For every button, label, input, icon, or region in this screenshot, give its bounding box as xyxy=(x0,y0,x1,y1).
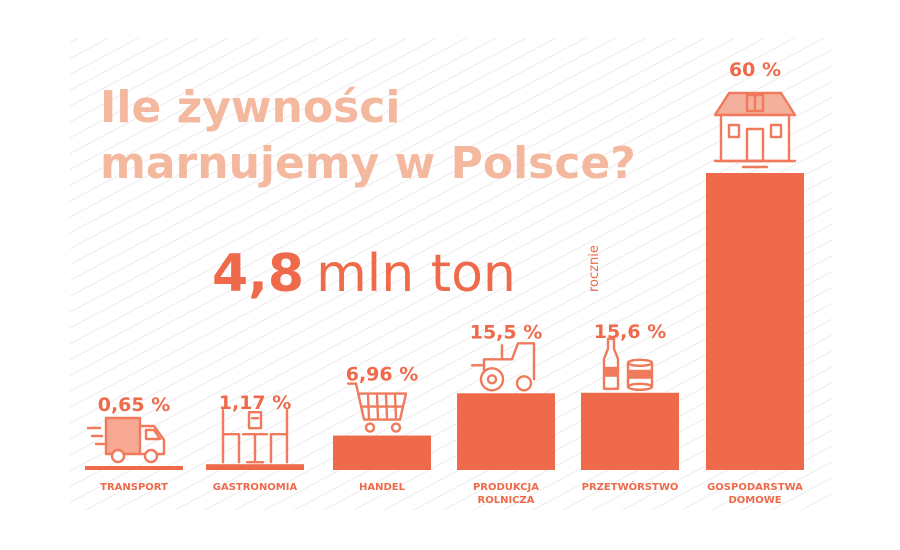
bar-gospodarstwa-domowe xyxy=(706,173,804,470)
headline-total: 4,8 mln ton xyxy=(212,244,516,304)
bar-produkcja-rolnicza xyxy=(457,393,555,470)
value-label-transport: 0,65 % xyxy=(98,394,171,416)
headline-note: rocznie xyxy=(587,245,602,292)
shopping-cart-icon xyxy=(346,382,408,433)
striped-background xyxy=(70,38,832,510)
headline-unit: mln ton xyxy=(316,244,516,304)
category-icons xyxy=(86,91,797,464)
category-label-handel: HANDEL xyxy=(359,482,406,493)
value-label-handel: 6,96 % xyxy=(346,364,419,386)
category-label-produkcja-rolnicza: ROLNICZA xyxy=(478,495,535,506)
category-label-transport: TRANSPORT xyxy=(100,482,168,493)
bar-transport xyxy=(85,466,183,470)
restaurant-table-icon xyxy=(221,409,289,464)
house-icon xyxy=(713,91,797,169)
category-label-produkcja-rolnicza: PRODUKCJA xyxy=(473,482,539,493)
category-label-gospodarstwa-domowe: DOMOWE xyxy=(728,495,781,506)
bar-handel xyxy=(333,435,431,470)
category-label-gastronomia: GASTRONOMIA xyxy=(213,482,298,493)
truck-icon xyxy=(86,416,166,464)
bar-series: 0,65 % TRANSPORT 1,17 % GASTRONOMIA 6,96 % HA… xyxy=(85,59,804,506)
category-label-przetworstwo: PRZETWÓRSTWO xyxy=(582,480,679,493)
bar-przetworstwo xyxy=(581,392,679,470)
chart-title-line-2: marnujemy w Polsce? xyxy=(100,138,636,189)
bottle-and-can-icon xyxy=(602,337,654,391)
value-label-przetworstwo: 15,6 % xyxy=(594,321,667,343)
bar-gastronomia xyxy=(206,464,304,470)
value-label-gospodarstwa-domowe: 60 % xyxy=(729,59,781,81)
category-label-gospodarstwa-domowe: GOSPODARSTWA xyxy=(707,482,803,493)
value-label-produkcja-rolnicza: 15,5 % xyxy=(470,321,543,343)
value-label-gastronomia: 1,17 % xyxy=(219,392,292,414)
tractor-icon xyxy=(470,342,536,392)
headline-value: 4,8 xyxy=(212,244,304,304)
chart-title-line-1: Ile żywności xyxy=(100,82,400,133)
